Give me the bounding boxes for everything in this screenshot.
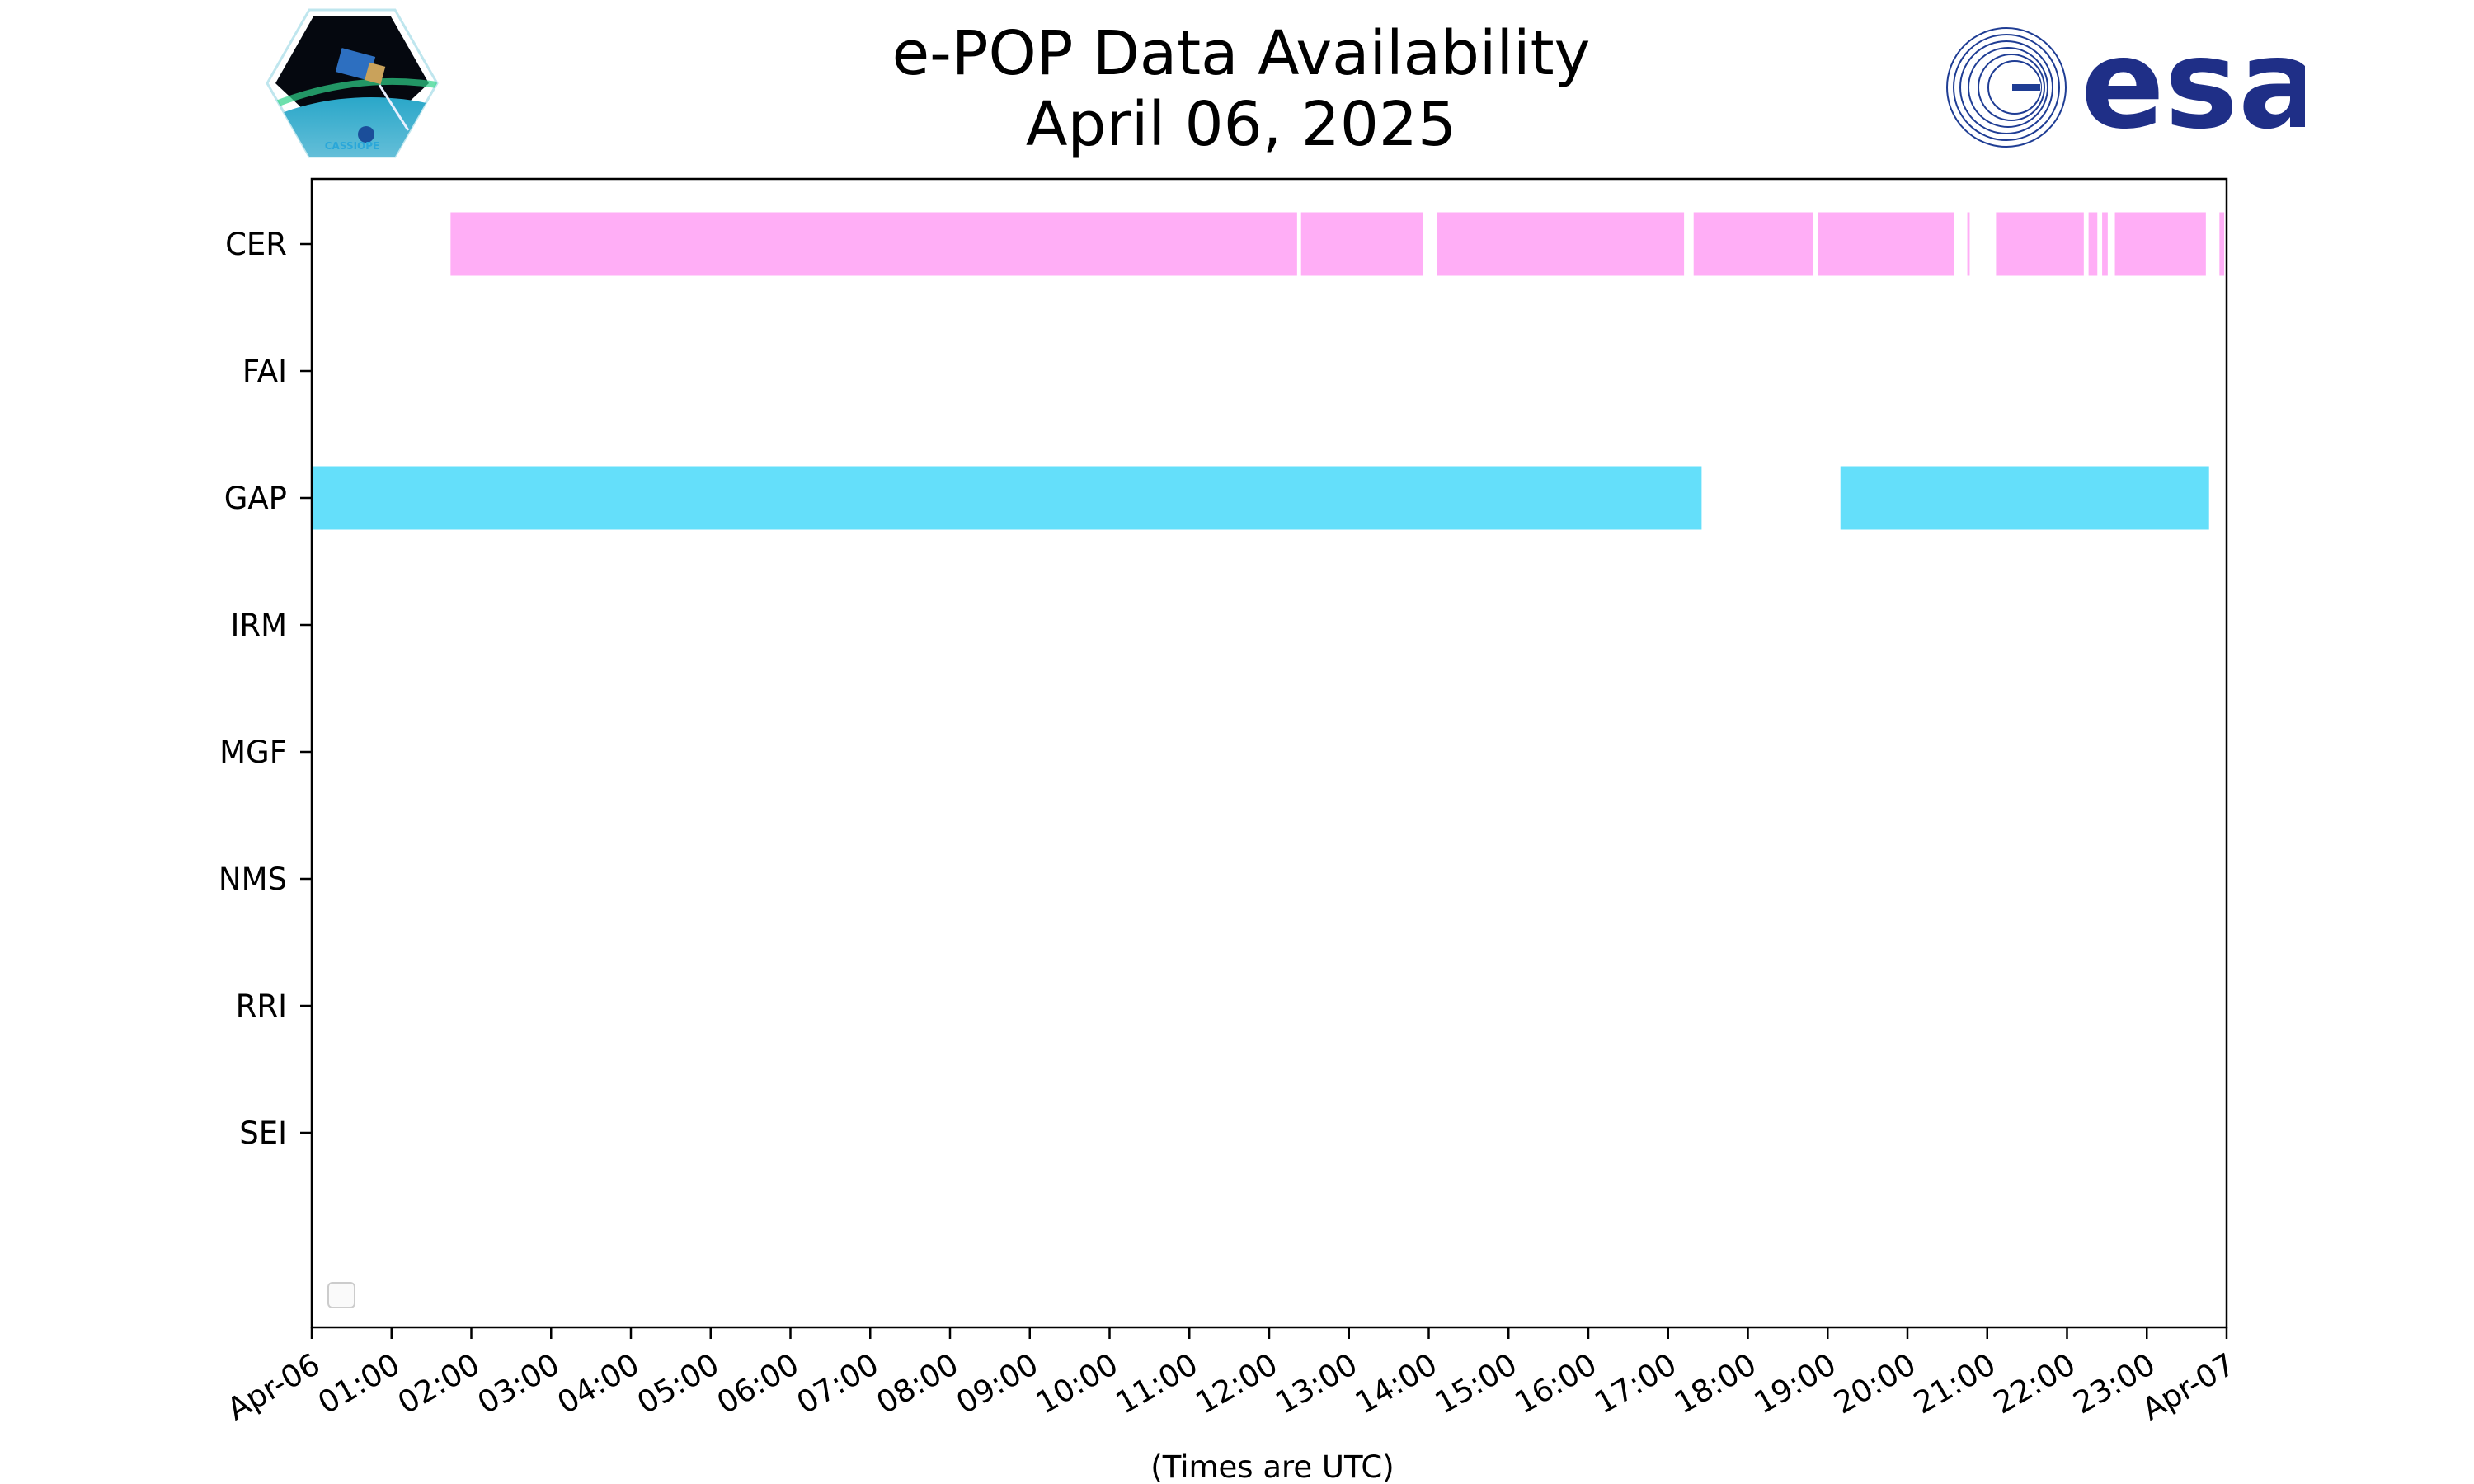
x-tick-label: 16:00: [1509, 1346, 1603, 1421]
esa-logo: esa: [1946, 21, 2305, 153]
bar-cer: [450, 212, 1297, 276]
y-tick-label-nms: NMS: [219, 862, 287, 897]
legend-box-empty: [327, 1282, 355, 1308]
x-tick-label: 22:00: [1987, 1346, 2081, 1421]
x-tick-label: 13:00: [1269, 1346, 1363, 1421]
cassiope-logo: CASSIOPE: [266, 8, 439, 158]
x-tick-label: 09:00: [950, 1346, 1044, 1421]
x-tick-label: 07:00: [791, 1346, 885, 1421]
bar-cer: [2102, 212, 2108, 276]
y-tick-label-gap: GAP: [224, 481, 287, 516]
y-tick-label-irm: IRM: [230, 608, 287, 643]
y-tick-label-mgf: MGF: [219, 735, 287, 770]
x-axis-label: (Times are UTC): [1150, 1449, 1394, 1484]
bar-cer: [1818, 212, 1954, 276]
y-tick-label-fai: FAI: [242, 354, 287, 389]
bar-cer: [1437, 212, 1685, 276]
x-tick-label: Apr-07: [2136, 1346, 2241, 1427]
bar-cer: [1996, 212, 2084, 276]
plot-frame: [310, 177, 2228, 1329]
x-tick-label: 04:00: [552, 1346, 646, 1421]
y-tick-label-rri: RRI: [236, 989, 287, 1024]
x-tick-label: 08:00: [871, 1346, 965, 1421]
cassiope-logo-text: CASSIOPE: [325, 140, 380, 152]
bar-cer: [1967, 212, 1970, 276]
x-tick-label: Apr-06: [221, 1346, 326, 1427]
y-tick-label-sei: SEI: [239, 1115, 287, 1151]
x-tick-label: 18:00: [1668, 1346, 1762, 1421]
y-tick-label-cer: CER: [225, 227, 287, 262]
chart-title: e-POP Data Availability April 06, 2025: [0, 18, 2474, 160]
x-tick-label: 12:00: [1190, 1346, 1284, 1421]
bar-gap: [312, 466, 1702, 530]
x-tick-label: 06:00: [711, 1346, 805, 1421]
x-tick-label: 14:00: [1349, 1346, 1443, 1421]
x-tick-label: 10:00: [1030, 1346, 1124, 1421]
bar-cer: [2114, 212, 2206, 276]
title-line-1: e-POP Data Availability: [891, 18, 1591, 89]
bar-gap: [1840, 466, 2209, 530]
esa-logo-text: esa: [2081, 21, 2305, 153]
x-tick-label: 05:00: [631, 1346, 725, 1421]
x-tick-label: 11:00: [1110, 1346, 1204, 1421]
bar-cer: [1300, 212, 1423, 276]
x-tick-label: 17:00: [1588, 1346, 1682, 1421]
title-line-2: April 06, 2025: [1025, 89, 1457, 160]
x-tick-label: 15:00: [1429, 1346, 1523, 1421]
x-tick-label: 19:00: [1748, 1346, 1842, 1421]
x-tick-label: 02:00: [392, 1346, 486, 1421]
x-tick-label: 20:00: [1828, 1346, 1922, 1421]
bar-cer: [2219, 212, 2225, 276]
bar-cer: [1693, 212, 1813, 276]
x-tick-label: 21:00: [1907, 1346, 2001, 1421]
x-tick-label: 01:00: [312, 1346, 406, 1421]
bar-cer: [2088, 212, 2098, 276]
x-tick-label: 03:00: [472, 1346, 566, 1421]
